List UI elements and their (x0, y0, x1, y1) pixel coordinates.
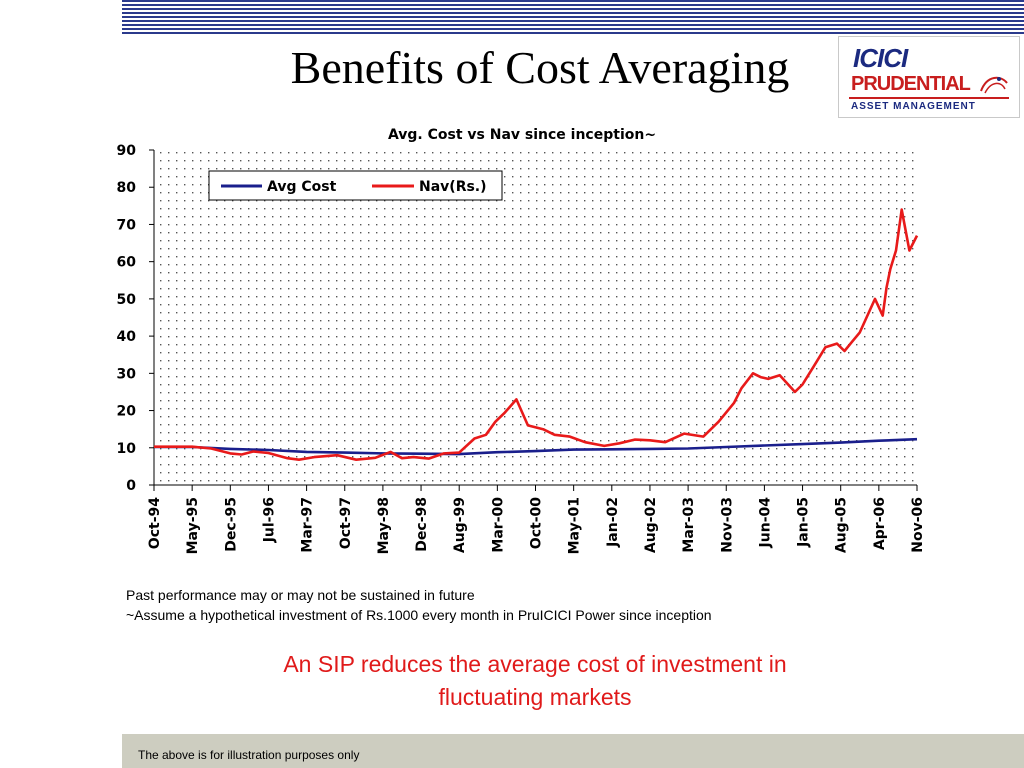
legend-label-avg-cost: Avg Cost (267, 179, 337, 195)
y-tick-label: 50 (117, 292, 137, 308)
x-tick-label: Mar-97 (300, 497, 316, 553)
logo-text-asset-management: ASSET MANAGEMENT (851, 101, 976, 112)
x-tick-label: Aug-02 (643, 497, 659, 553)
x-tick-label: Mar-03 (681, 497, 697, 553)
sip-message: An SIP reduces the average cost of inves… (283, 651, 787, 710)
series-layer (154, 208, 919, 462)
icici-prudential-logo: ICICI PRUDENTIAL ASSET MANAGEMENT (838, 36, 1020, 118)
x-tick-label: Jan-05 (796, 497, 812, 548)
plot-area (154, 150, 917, 485)
x-tick-label: May-95 (185, 497, 201, 554)
disclaimer-text: The above is for illustration purposes o… (138, 748, 360, 762)
slide-title: Benefits of Cost Averaging (290, 42, 790, 93)
x-tick-label: May-98 (376, 497, 392, 554)
x-tick-label: Nov-06 (910, 497, 926, 553)
y-tick-label: 90 (117, 143, 137, 159)
y-tick-label: 70 (117, 217, 137, 233)
y-tick-label: 60 (117, 255, 137, 271)
x-tick-label: May-01 (567, 497, 583, 554)
x-tick-label: Aug-99 (452, 497, 468, 553)
x-tick-label: Jul-96 (261, 497, 277, 543)
x-axis: Oct-94 May-95 Dec-95 Jul-96 Mar-97 Oct-97 May-… (147, 484, 926, 554)
logo-text-icici: ICICI (853, 43, 908, 73)
x-tick-label: Jun-04 (757, 497, 773, 549)
y-tick-label: 20 (117, 404, 137, 420)
footnote-assumption: ~Assume a hypothetical investment of Rs.… (126, 607, 712, 623)
y-tick-label: 10 (117, 441, 137, 457)
y-tick-label: 0 (126, 478, 136, 494)
prudential-swirl-icon (980, 76, 1008, 94)
chart-title: Avg. Cost vs Nav since inception~ (388, 127, 656, 143)
x-tick-label: Aug-05 (834, 497, 850, 553)
x-tick-label: Dec-98 (414, 497, 430, 552)
y-tick-label: 80 (117, 180, 137, 196)
y-tick-label: 30 (117, 366, 137, 382)
bottom-bar: The above is for illustration purposes o… (122, 734, 1024, 768)
logo-divider (849, 97, 1009, 99)
logo-text-prudential: PRUDENTIAL (851, 73, 971, 95)
legend: Avg Cost Nav(Rs.) (208, 170, 503, 201)
series-line-avg-cost (154, 437, 918, 456)
x-tick-label: Dec-95 (223, 497, 239, 552)
x-tick-label: Nov-03 (719, 497, 735, 553)
y-tick-label: 40 (117, 329, 137, 345)
series-line-nav-rs (154, 208, 919, 462)
x-tick-label: Apr-06 (872, 497, 888, 550)
x-tick-label: Oct-94 (147, 497, 163, 549)
top-stripes-decoration (122, 0, 1024, 34)
x-tick-label: Jan-02 (605, 497, 621, 548)
x-tick-label: Oct-00 (529, 497, 545, 549)
footnote-past-performance: Past performance may or may not be susta… (126, 587, 475, 603)
y-axis: 0 10 20 30 40 50 60 70 80 90 (117, 143, 155, 494)
x-tick-label: Oct-97 (338, 497, 354, 549)
legend-label-nav: Nav(Rs.) (419, 179, 487, 195)
avg-cost-vs-nav-chart: Avg. Cost vs Nav since inception~ 0 10 20 3… (117, 127, 926, 554)
x-tick-label: Mar-00 (490, 497, 506, 553)
